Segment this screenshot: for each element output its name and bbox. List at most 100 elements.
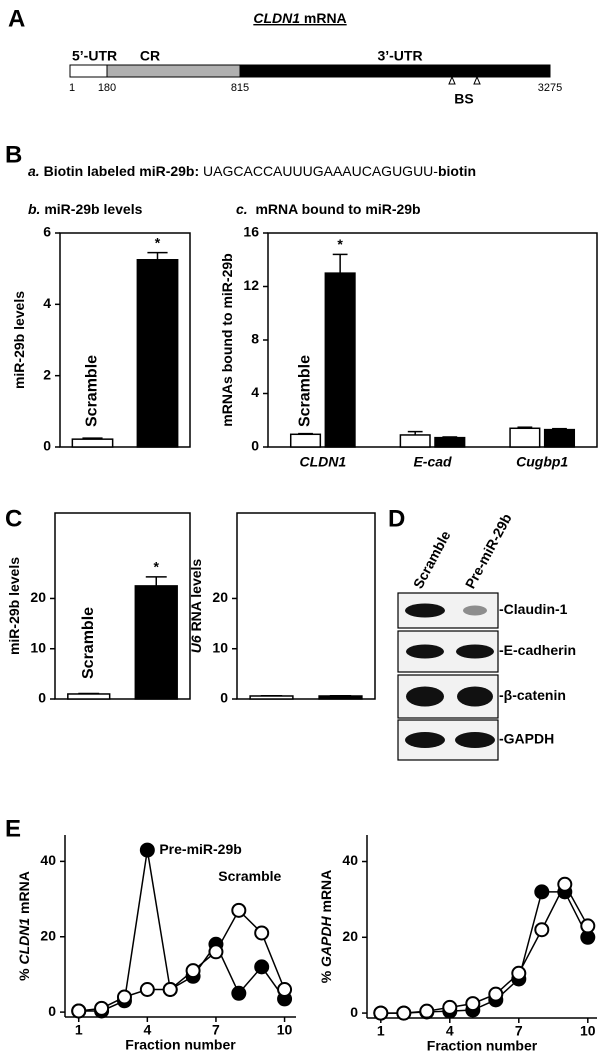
panel-subtitle: c. mRNA bound to miR-29b — [236, 201, 421, 217]
y-tick-label: 20 — [212, 589, 228, 605]
probe-sequence-part: biotin — [438, 163, 476, 179]
y-axis-label: miR-29b levels — [11, 291, 27, 389]
x-tick-label: 7 — [515, 1023, 523, 1039]
y-tick-label: 2 — [43, 366, 51, 382]
blot-band — [406, 686, 444, 707]
y-tick-label: 8 — [251, 331, 259, 347]
y-tick-label: 0 — [350, 1004, 358, 1020]
data-point — [139, 842, 155, 858]
y-axis-label-part: miR-29b levels — [11, 291, 27, 389]
significance-mark: * — [154, 559, 160, 575]
bar-label: Bio-miR-29b — [149, 333, 166, 427]
data-point — [94, 1000, 110, 1016]
y-axis-label-part: % — [318, 967, 334, 983]
data-point — [442, 999, 458, 1015]
region-label: 3’-UTR — [377, 48, 422, 64]
panel-subtitle-part: b. — [28, 201, 40, 217]
series-line — [380, 891, 589, 1014]
gene-segment — [239, 64, 551, 78]
data-point — [580, 918, 596, 934]
y-tick-label: 10 — [212, 639, 228, 655]
significance-mark: * — [155, 234, 161, 250]
data-point — [231, 902, 247, 918]
blot-band — [405, 732, 445, 748]
blot-column-label: Pre-miR-29b — [462, 511, 515, 591]
panel-letter: C — [5, 505, 22, 532]
panel-subtitle-part: miR-29b levels — [40, 201, 142, 217]
plot-frame — [267, 232, 598, 448]
probe-sequence-part: a. — [28, 163, 40, 179]
x-tick-label: E-cad — [413, 454, 452, 470]
y-tick-label: 16 — [243, 224, 259, 240]
panel-subtitle-part: c. — [236, 201, 248, 217]
y-axis-label-part: GAPDH — [318, 915, 334, 966]
bar — [324, 272, 356, 448]
y-axis-label: mRNAs bound to miR-29b — [219, 253, 235, 426]
data-point — [185, 963, 201, 979]
y-tick-label: 0 — [43, 438, 51, 454]
data-point — [419, 1003, 435, 1019]
blot-band — [456, 644, 494, 659]
blot-band — [463, 605, 487, 616]
y-axis-label: U6 RNA levels — [188, 559, 204, 654]
position-label: 815 — [231, 82, 249, 94]
position-label: 1 — [69, 82, 75, 94]
bar-label: Scramble — [84, 355, 101, 427]
error-bar — [407, 430, 423, 435]
data-point — [534, 884, 550, 900]
error-bar — [442, 436, 458, 438]
x-tick-label: 10 — [277, 1022, 293, 1038]
binding-site — [448, 75, 456, 85]
region-label: 5’-UTR — [72, 48, 117, 64]
gene-segment — [69, 64, 108, 78]
probe-sequence-part: Biotin labeled miR-29b: — [40, 163, 199, 179]
gene-title-part: mRNA — [300, 10, 347, 26]
significance-mark: * — [337, 236, 343, 252]
y-axis-label-part: mRNAs bound to miR-29b — [219, 253, 235, 426]
panel-subtitle: b. miR-29b levels — [28, 201, 143, 217]
y-axis-label-part: mRNA — [16, 871, 32, 918]
panel-letter: E — [5, 815, 21, 842]
y-tick-label: 4 — [43, 295, 51, 311]
blot-column-label: Scramble — [410, 528, 454, 591]
data-point — [254, 925, 270, 941]
position-label: 180 — [98, 82, 116, 94]
binding-site — [473, 75, 481, 85]
error-bar — [145, 576, 167, 586]
y-tick-label: 6 — [43, 224, 51, 240]
gene-title-part: CLDN1 — [253, 10, 300, 26]
data-point — [71, 1003, 87, 1019]
y-tick-label: 0 — [220, 690, 228, 706]
y-tick-label: 0 — [38, 690, 46, 706]
error-bar — [147, 251, 168, 260]
panel-letter: D — [388, 505, 405, 532]
x-tick-label: 4 — [143, 1022, 151, 1038]
panel-letter: B — [5, 141, 22, 168]
blot-band — [406, 644, 444, 659]
bar — [289, 433, 322, 448]
data-point — [162, 981, 178, 997]
bar-label: Pre-miR-29b — [147, 585, 164, 679]
probe-sequence: a. Biotin labeled miR-29b: UAGCACCAUUUGA… — [28, 163, 476, 179]
data-point — [208, 944, 224, 960]
error-bar — [78, 692, 100, 695]
y-axis-label-part: U6 — [188, 635, 204, 653]
bar — [71, 438, 114, 448]
blot-row-label: -GAPDH — [499, 731, 554, 747]
panel-letter: A — [8, 5, 25, 32]
data-point — [254, 959, 270, 975]
data-point — [116, 989, 132, 1005]
bar — [543, 428, 576, 448]
region-label: CR — [140, 48, 160, 64]
bar — [134, 585, 178, 700]
y-axis-label-part: miR-29b levels — [6, 557, 22, 655]
position-label: 3275 — [538, 82, 562, 94]
x-axis-label: Fraction number — [125, 1037, 236, 1053]
bar — [434, 436, 466, 448]
blot-band — [455, 732, 495, 748]
gene-segment — [106, 64, 241, 78]
plot-frame — [236, 512, 376, 700]
x-tick-label: 1 — [377, 1023, 385, 1039]
data-point — [231, 985, 247, 1001]
